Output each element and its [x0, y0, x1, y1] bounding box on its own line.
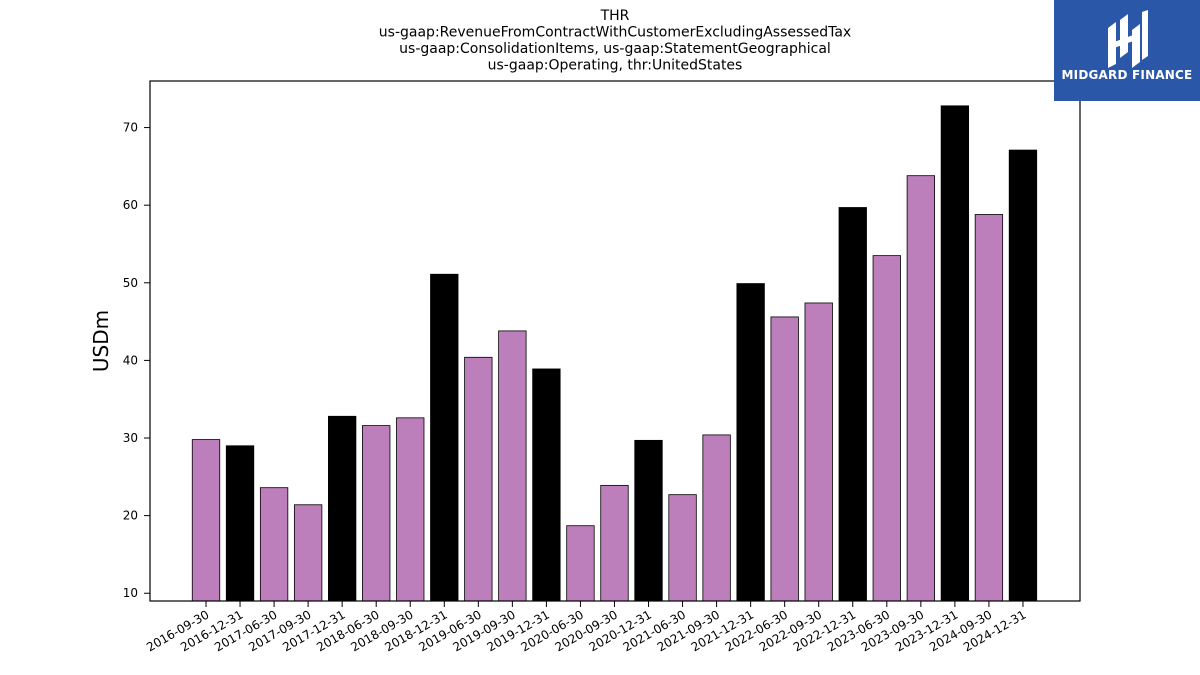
bar-2016-09-30: [191, 439, 221, 602]
bars-group: [191, 105, 1038, 602]
y-axis: 10 20 30 40 50 60 70: [123, 121, 150, 600]
bar-2022-06-30: [770, 316, 799, 602]
bar-2023-06-30: [872, 255, 901, 602]
bar-2023-09-30: [906, 175, 935, 602]
y-tick-label: 60: [123, 198, 138, 212]
bar-2017-12-31: [328, 415, 357, 602]
bar-2020-12-31: [634, 439, 663, 602]
chart-title-line: us-gaap:ConsolidationItems, us-gaap:Stat…: [399, 41, 831, 57]
bar-2024-09-30: [974, 214, 1004, 602]
bar-2022-12-31: [838, 207, 867, 602]
chart-title: THRus-gaap:RevenueFromContractWithCustom…: [379, 8, 851, 74]
bar-2020-09-30: [600, 484, 629, 602]
bar-2017-06-30: [259, 487, 289, 602]
bar-2022-09-30: [804, 302, 833, 602]
bar-2019-12-31: [532, 368, 561, 602]
y-tick-label: 50: [123, 276, 138, 290]
bar-2019-09-30: [498, 330, 527, 602]
y-tick-label: 70: [123, 121, 138, 135]
brand-logo: MIDGARD FINANCE: [1054, 0, 1200, 101]
chart-title-line: us-gaap:RevenueFromContractWithCustomerE…: [379, 25, 851, 41]
bar-2021-06-30: [668, 494, 697, 602]
y-axis-label: USDm: [89, 310, 113, 372]
y-tick-label: 10: [123, 586, 138, 600]
bar-2017-09-30: [293, 504, 323, 602]
plot-frame: [149, 80, 1081, 602]
bar-2023-12-31: [940, 105, 970, 602]
bar-2018-09-30: [396, 417, 425, 602]
chart-title-line: us-gaap:Operating, thr:UnitedStates: [488, 58, 743, 74]
bar-2018-12-31: [430, 273, 459, 602]
bar-2018-06-30: [362, 425, 391, 602]
x-axis: 2016-09-302016-12-312017-06-302017-09-30…: [144, 601, 1028, 654]
bar-2019-06-30: [464, 356, 493, 602]
y-tick-label: 20: [123, 509, 138, 523]
midgard-logo-icon: [1108, 10, 1148, 68]
logo-text: MIDGARD FINANCE: [1061, 68, 1193, 82]
chart-title-line: THR: [600, 8, 630, 24]
bar-2024-12-31: [1008, 149, 1038, 602]
bar-2021-12-31: [736, 283, 765, 602]
bar-2016-12-31: [225, 445, 255, 602]
y-tick-label: 30: [123, 431, 138, 445]
bar-2021-09-30: [702, 434, 731, 602]
bar-2020-06-30: [566, 525, 595, 602]
y-tick-label: 40: [123, 353, 138, 367]
